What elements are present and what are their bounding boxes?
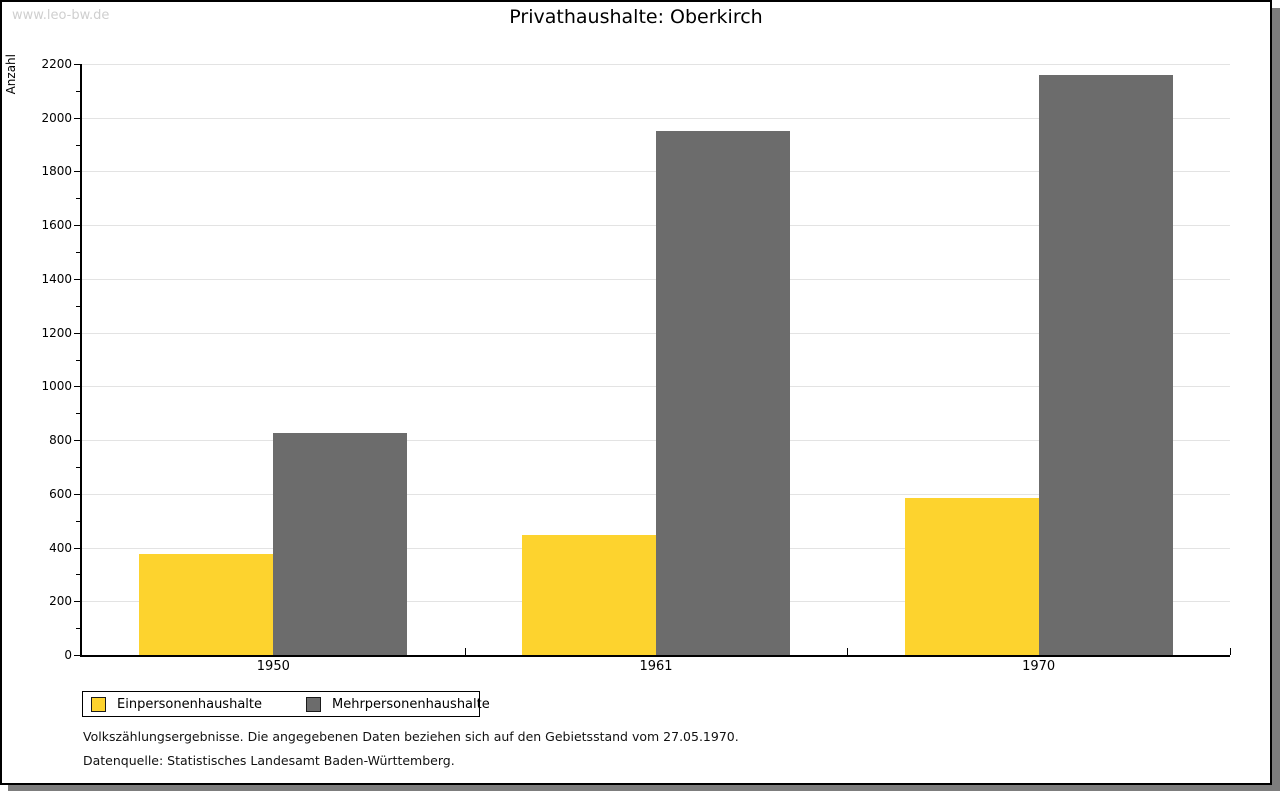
y-tick-label: 200 bbox=[49, 594, 72, 609]
bar-1961-einpersonen bbox=[522, 535, 656, 655]
y-tick-label: 0 bbox=[64, 648, 72, 662]
y-tick-minor bbox=[76, 520, 80, 522]
bar-1950-mehrpersonen bbox=[273, 433, 408, 655]
y-tick-major bbox=[74, 225, 80, 227]
legend: Einpersonenhaushalte Mehrpersonenhaushal… bbox=[82, 691, 490, 717]
y-tick-major bbox=[74, 64, 80, 65]
x-category-label: 1970 bbox=[1022, 659, 1056, 674]
y-tick-minor bbox=[76, 628, 80, 630]
y-tick-major bbox=[74, 655, 80, 656]
y-tick-minor bbox=[76, 252, 80, 254]
y-axis-title: Anzahl bbox=[4, 54, 18, 95]
y-tick-label: 400 bbox=[49, 540, 72, 555]
footnote-source-note: Volkszählungsergebnisse. Die angegebenen… bbox=[83, 729, 739, 744]
drop-shadow-right bbox=[1272, 8, 1280, 791]
x-boundary-tick bbox=[1230, 648, 1231, 655]
y-tick-major bbox=[74, 332, 80, 334]
bar-1970-mehrpersonen bbox=[1038, 74, 1173, 655]
y-tick-minor bbox=[76, 198, 80, 200]
y-tick-label: 2000 bbox=[41, 110, 72, 125]
footnote-data-source: Datenquelle: Statistisches Landesamt Bad… bbox=[83, 753, 455, 768]
y-tick-label: 600 bbox=[49, 486, 72, 501]
y-tick-major bbox=[74, 601, 80, 603]
bar-1950-einpersonen bbox=[139, 554, 274, 655]
watermark: www.leo-bw.de bbox=[12, 8, 110, 23]
y-tick-major bbox=[74, 278, 80, 280]
x-category-label: 1950 bbox=[256, 659, 290, 674]
x-boundary-tick bbox=[847, 648, 849, 655]
legend-label: Mehrpersonenhaushalte bbox=[332, 696, 490, 712]
y-tick-minor bbox=[76, 144, 80, 146]
y-tick-major bbox=[74, 493, 80, 495]
legend-item-mehrpersonenhaushalte: Mehrpersonenhaushalte bbox=[306, 696, 490, 712]
y-tick-major bbox=[74, 117, 80, 119]
y-tick-label: 800 bbox=[49, 433, 72, 448]
y-tick-label: 1800 bbox=[41, 164, 72, 179]
legend-swatch-yellow bbox=[91, 696, 106, 712]
y-tick-minor bbox=[76, 466, 80, 468]
y-tick-label: 1000 bbox=[41, 379, 72, 394]
y-tick-label: 2200 bbox=[41, 57, 72, 71]
y-tick-minor bbox=[76, 574, 80, 576]
plot-area bbox=[82, 64, 1230, 655]
y-tick-label: 1200 bbox=[41, 325, 72, 340]
y-tick-major bbox=[74, 171, 80, 173]
y-tick-major bbox=[74, 440, 80, 442]
bar-1970-einpersonen bbox=[904, 497, 1039, 655]
y-tick-minor bbox=[76, 359, 80, 361]
y-tick-label: 1400 bbox=[41, 271, 72, 286]
x-boundary-tick bbox=[464, 648, 466, 655]
y-tick-minor bbox=[76, 413, 80, 415]
legend-label: Einpersonenhaushalte bbox=[117, 696, 262, 712]
drop-shadow-bottom bbox=[8, 785, 1280, 791]
y-axis-line bbox=[80, 64, 82, 655]
legend-swatch-gray bbox=[306, 696, 321, 712]
gridline bbox=[82, 117, 1230, 119]
x-category-label: 1961 bbox=[639, 659, 673, 674]
bar-1961-mehrpersonen bbox=[656, 131, 790, 655]
x-axis-line bbox=[80, 655, 1230, 657]
y-tick-minor bbox=[76, 90, 80, 92]
chart-title: Privathaushalte: Oberkirch bbox=[509, 6, 763, 28]
legend-item-einpersonenhaushalte: Einpersonenhaushalte bbox=[91, 696, 262, 712]
y-tick-major bbox=[74, 386, 80, 388]
y-tick-minor bbox=[76, 305, 80, 307]
gridline bbox=[82, 64, 1230, 65]
y-tick-major bbox=[74, 547, 80, 549]
y-tick-label: 1600 bbox=[41, 218, 72, 233]
